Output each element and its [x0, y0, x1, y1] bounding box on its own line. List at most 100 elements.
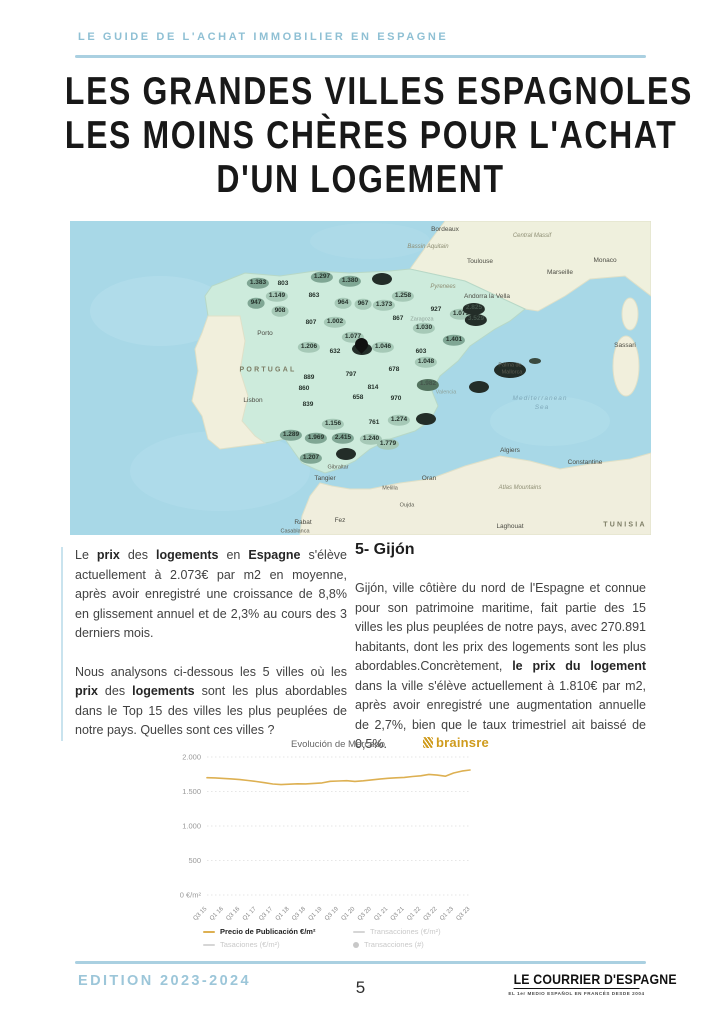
map-region-value: 1.030	[412, 322, 436, 334]
map-region-value: 908	[271, 305, 289, 317]
brainsre-logo-text: brainsre	[436, 735, 489, 750]
map-geo-label: Algiers	[500, 446, 520, 454]
publisher-name: LE COURRIER D'ESPAGNE	[513, 971, 677, 989]
svg-text:Q3 21: Q3 21	[390, 906, 406, 922]
map-region-value: 1.240	[359, 433, 383, 445]
header-rule	[75, 55, 646, 58]
map-geo-label: TUNISIA	[603, 521, 647, 529]
map-region-patch	[500, 364, 520, 376]
map-geo-label: Rabat	[294, 518, 312, 526]
legend-label: Tasaciones (€/m²)	[220, 940, 280, 949]
svg-text:Q1 17: Q1 17	[242, 906, 258, 922]
map-region-value: 1.289	[279, 429, 303, 441]
legend-label: Precio de Publicación €/m²	[220, 927, 316, 936]
map-geo-label: Bassin Aquitain	[407, 244, 449, 250]
spain-price-map: 1.383 803 1.149 947 908 1.297 1.380 1.258 1.373 9…	[70, 221, 651, 535]
map-region-value: 803	[277, 279, 289, 287]
map-region-value: 1.969	[304, 432, 328, 444]
page-kicker: LE GUIDE DE L'ACHAT IMMOBILIER EN ESPAGN…	[78, 31, 449, 43]
map-region-value: 1.206	[297, 341, 321, 353]
svg-text:Q3 22: Q3 22	[423, 906, 439, 922]
map-base	[70, 221, 651, 535]
svg-text:Q1 16: Q1 16	[209, 906, 225, 922]
map-region-value: 761	[368, 418, 380, 426]
legend-dot-icon	[353, 941, 359, 948]
svg-text:1.000: 1.000	[182, 822, 201, 831]
footer-rule	[75, 961, 646, 964]
map-geo-label: Marseille	[546, 268, 574, 276]
title-line-1: LES GRANDES VILLES ESPAGNOLES	[64, 70, 693, 113]
map-region-value: 927	[430, 305, 442, 313]
map-region-value: 1.274	[387, 414, 411, 426]
map-geo-label: Monaco	[593, 256, 617, 264]
svg-text:Q3 18: Q3 18	[291, 906, 307, 922]
svg-text:Q3 20: Q3 20	[357, 906, 373, 922]
legend-item[interactable]: Tasaciones (€/m²)	[203, 940, 353, 949]
svg-text:Q3 15: Q3 15	[193, 906, 209, 922]
map-region-value: 867	[392, 314, 404, 322]
map-region-value: 1.258	[391, 290, 415, 302]
page-number: 5	[355, 978, 366, 997]
map-geo-label: Palma de	[498, 362, 522, 369]
map-region-value: 1.002	[323, 316, 347, 328]
chart-title: Evolución de Mercado	[291, 739, 385, 750]
map-geo-label: Gibraltar	[327, 464, 349, 471]
legend-item[interactable]: Transacciones (#)	[353, 940, 503, 949]
map-geo-label: Pyrenees	[430, 284, 456, 290]
page-title: LES GRANDES VILLES ESPAGNOLES LES MOINS …	[0, 70, 721, 202]
map-geo-label: Zaragoza	[410, 316, 434, 323]
legend-item[interactable]: Transacciones (€/m²)	[353, 927, 503, 936]
map-region-value: 1.401	[442, 334, 466, 346]
map-region-value: 2.415	[331, 432, 355, 444]
map-labels-layer: 1.383 803 1.149 947 908 1.297 1.380 1.258 1.373 9…	[70, 221, 651, 535]
intro-paragraph-1: Le prix des logements en Espagne s'élève…	[75, 548, 347, 640]
map-region-value: 814	[367, 383, 379, 391]
map-region-value: 1.079	[449, 308, 473, 320]
svg-text:Q1 22: Q1 22	[406, 906, 422, 922]
map-geo-label: Atlas Mountains	[498, 485, 542, 491]
brainsre-logo-icon	[423, 737, 433, 748]
map-region-value: 1.156	[321, 418, 345, 430]
svg-text:Q1 19: Q1 19	[308, 906, 324, 922]
svg-text:Q3 19: Q3 19	[324, 906, 340, 922]
map-region-value: 889	[303, 373, 315, 381]
intro-paragraph-2: Nous analysons ci-dessous les 5 villes o…	[75, 664, 347, 738]
map-geo-label: Laghouat	[496, 522, 524, 530]
map-geo-label: Mallorca	[501, 369, 523, 376]
svg-text:2.000: 2.000	[182, 753, 201, 762]
intro-column: Le prix des logements en Espagne s'élève…	[75, 546, 347, 760]
map-region-value: 3.529	[464, 314, 488, 326]
svg-text:0 €/m²: 0 €/m²	[180, 891, 202, 900]
map-geo-label: Sea	[534, 403, 550, 411]
map-region-value: 1.779	[376, 438, 400, 450]
svg-text:Q3 17: Q3 17	[258, 906, 274, 922]
article-heading: 5- Gijón	[355, 541, 415, 558]
map-region-value: 1.297	[310, 271, 334, 283]
legend-item[interactable]: Precio de Publicación €/m²	[203, 927, 353, 936]
map-region-value: 970	[390, 394, 402, 402]
map-region-value: 1.046	[371, 341, 395, 353]
map-geo-label: Central Massif	[512, 233, 552, 239]
svg-text:Q3 23: Q3 23	[456, 906, 472, 922]
map-geo-label: Constantine	[567, 458, 603, 466]
legend-label: Transacciones (€/m²)	[370, 927, 441, 936]
publisher-logo: LE COURRIER D'ESPAGNE EL 1er MEDIO ESPAÑ…	[505, 971, 677, 996]
svg-text:Q1 21: Q1 21	[373, 906, 389, 922]
chart-legend: Precio de Publicación €/m² Transacciones …	[203, 927, 503, 949]
map-region-value: 860	[298, 384, 310, 392]
map-region-value: 807	[305, 318, 317, 326]
map-region-value: 947	[247, 297, 265, 309]
map-geo-label: Tangier	[314, 474, 336, 482]
svg-text:1.500: 1.500	[182, 787, 201, 796]
svg-text:Q3 16: Q3 16	[225, 906, 241, 922]
title-line-2: LES MOINS CHÈRES POUR L'ACHAT	[64, 114, 678, 157]
legend-line-icon	[203, 943, 215, 946]
map-region-value: 1.383	[246, 277, 270, 289]
map-region-value: 658	[352, 393, 364, 401]
map-region-value: 1.380	[338, 275, 362, 287]
svg-text:Q1 18: Q1 18	[275, 906, 291, 922]
map-geo-label: Bordeaux	[431, 225, 459, 233]
svg-text:500: 500	[188, 856, 201, 865]
map-geo-label: Mediterranean	[512, 394, 568, 402]
